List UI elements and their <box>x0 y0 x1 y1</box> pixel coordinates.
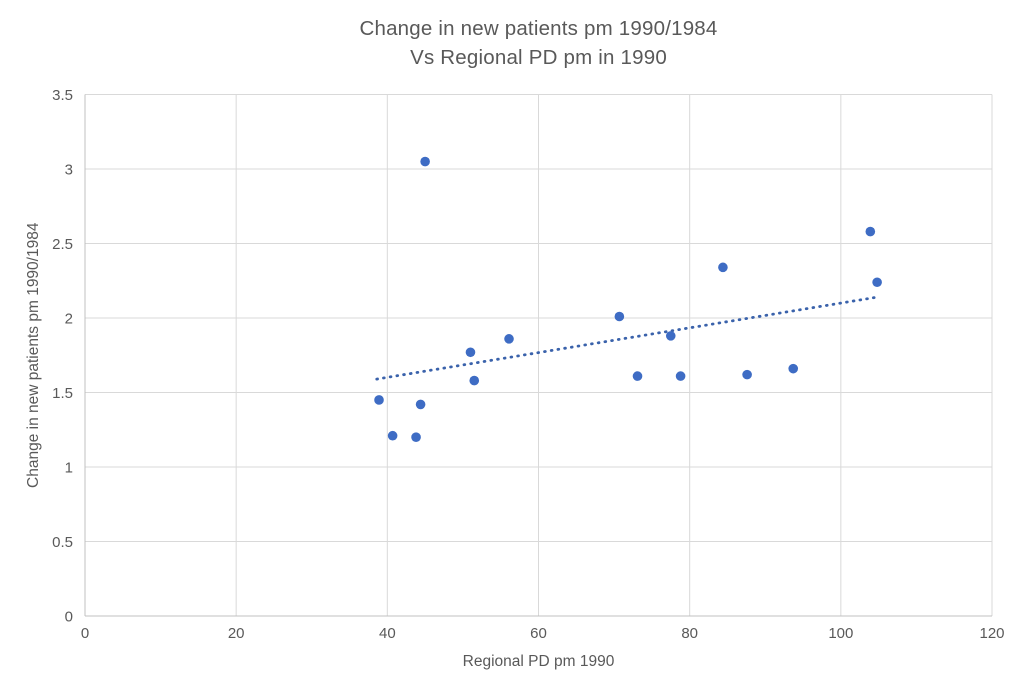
x-tick-label: 100 <box>828 625 853 642</box>
data-point <box>675 371 686 381</box>
x-tick-label: 20 <box>228 625 245 642</box>
y-tick-label: 1.5 <box>52 385 73 402</box>
trendline-dotted <box>375 295 879 381</box>
x-tick-label: 120 <box>979 625 1004 642</box>
data-point <box>788 363 799 374</box>
y-tick-label: 0 <box>65 609 73 626</box>
scatter-series <box>374 156 882 443</box>
chart-title-line-1: Change in new patients pm 1990/1984 <box>359 17 718 40</box>
y-tick-label: 3.5 <box>52 87 73 104</box>
data-point <box>742 369 752 380</box>
data-point <box>865 226 876 237</box>
x-tick-label: 40 <box>379 625 396 642</box>
x-tick-label: 0 <box>81 625 89 642</box>
data-point <box>632 371 643 381</box>
y-tick-label: 2.5 <box>52 236 73 253</box>
data-point <box>411 432 421 443</box>
y-tick-label: 0.5 <box>52 534 73 551</box>
data-point <box>665 331 676 341</box>
y-tick-label: 1 <box>65 460 73 477</box>
data-point <box>374 395 384 405</box>
x-tick-label: 60 <box>530 625 547 642</box>
y-axis-title: Change in new patients pm 1990/1984 <box>25 222 42 488</box>
data-point <box>387 430 398 441</box>
x-tick-label: 80 <box>681 625 698 642</box>
tick-labels: 0 20 40 60 80 100 120 0 0.5 1 1.5 2 2.5 3 3.5 <box>52 87 1004 642</box>
y-tick-label: 2 <box>65 311 73 328</box>
data-point <box>872 277 882 288</box>
chart-title: Change in new patients pm 1990/1984 Vs R… <box>85 14 992 72</box>
y-tick-label: 3 <box>65 162 73 179</box>
x-axis-title: Regional PD pm 1990 <box>463 653 615 670</box>
chart-title-line-2: Vs Regional PD pm in 1990 <box>410 46 667 69</box>
axis-lines <box>84 94 992 617</box>
data-point <box>469 375 480 386</box>
gridlines <box>84 94 993 617</box>
trendline <box>375 295 879 381</box>
data-point <box>614 311 625 322</box>
data-point <box>465 347 476 358</box>
data-point <box>415 399 426 410</box>
data-point <box>420 156 430 167</box>
data-point <box>718 262 728 273</box>
data-point <box>504 334 514 344</box>
